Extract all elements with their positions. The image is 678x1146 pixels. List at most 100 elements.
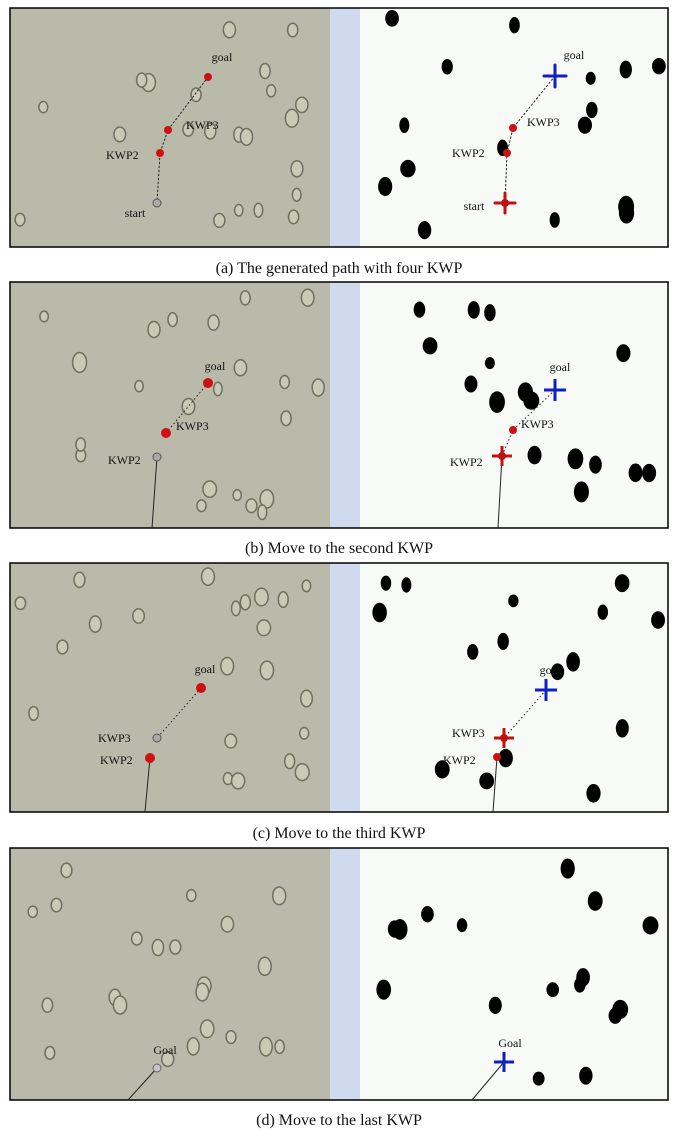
cell-mask: [598, 605, 608, 620]
cell-mask: [423, 337, 438, 354]
cell: [202, 568, 215, 585]
cell-mask: [586, 102, 597, 118]
cell-mask: [464, 376, 477, 393]
cell-mask: [588, 891, 603, 911]
cell: [40, 311, 49, 322]
cell: [273, 887, 286, 905]
label: goal: [564, 48, 585, 62]
cell: [197, 500, 206, 512]
cell: [258, 505, 267, 520]
cell: [301, 289, 314, 306]
cell-mask: [385, 10, 399, 27]
cell-mask: [372, 603, 387, 623]
label: KWP3: [186, 118, 219, 132]
label: KWP3: [176, 419, 209, 433]
cell-mask: [561, 858, 575, 878]
separator: [330, 282, 360, 528]
cell: [214, 382, 222, 396]
cell: [288, 23, 298, 37]
label: Goal: [498, 1036, 522, 1050]
cell-mask: [418, 221, 431, 239]
robot: [501, 199, 509, 207]
robot: [500, 734, 508, 742]
cell-mask: [376, 980, 391, 1000]
waypoint: [161, 428, 171, 438]
robot: [153, 199, 161, 207]
cell: [285, 754, 295, 769]
cell: [246, 499, 257, 513]
cell: [201, 1020, 214, 1038]
cell: [240, 595, 250, 610]
cell: [182, 399, 195, 415]
caption: (b) Move to the second KWP: [245, 540, 433, 557]
label: KWP2: [100, 753, 133, 767]
cell: [235, 205, 243, 216]
waypoint: [509, 426, 517, 434]
cell: [240, 291, 250, 305]
cell: [226, 1031, 236, 1044]
label: KWP3: [98, 731, 131, 745]
cell: [132, 932, 142, 945]
label: KWP2: [106, 148, 139, 162]
cell: [257, 620, 270, 636]
cell: [301, 690, 313, 707]
cell: [312, 379, 324, 396]
cell-mask: [579, 1067, 592, 1085]
cell: [291, 161, 303, 177]
label: KWP3: [521, 417, 554, 431]
label: start: [464, 199, 485, 213]
separator: [330, 8, 360, 247]
binary-image: [360, 282, 668, 528]
cell-mask: [468, 301, 480, 319]
label: Goal: [153, 1043, 177, 1057]
cell: [214, 214, 225, 228]
label: KWP2: [452, 146, 485, 160]
label: KWP2: [450, 455, 483, 469]
cell-mask: [399, 117, 409, 133]
cell-mask: [528, 446, 542, 465]
cell: [295, 764, 309, 781]
figure: goal KWP3 KWP2 start goal KWP3 KWP2 star…: [0, 0, 678, 1141]
cell: [267, 85, 276, 97]
cell-mask: [618, 196, 634, 218]
cell-mask: [381, 576, 392, 591]
cell: [232, 773, 245, 789]
cell-mask: [489, 391, 505, 413]
caption: (c) Move to the third KWP: [253, 825, 426, 842]
label: KWP3: [527, 115, 560, 129]
separator: [330, 563, 360, 812]
cell-mask: [652, 58, 666, 74]
cell: [232, 601, 241, 616]
cell: [233, 490, 241, 501]
cell-mask: [414, 302, 426, 318]
label: start: [125, 206, 146, 220]
cell: [61, 863, 72, 877]
cell: [168, 313, 177, 327]
cell-mask: [643, 916, 659, 934]
label: goal: [212, 50, 233, 64]
label: KWP3: [452, 726, 485, 740]
cell-mask: [620, 61, 632, 79]
cell-mask: [479, 773, 494, 790]
cell: [254, 203, 263, 217]
waypoint: [196, 683, 206, 693]
cell-mask: [509, 17, 520, 33]
cell-mask: [489, 997, 502, 1014]
cell-mask: [616, 719, 629, 737]
cell: [114, 127, 126, 142]
cell-mask: [401, 577, 411, 592]
waypoint: [509, 124, 517, 132]
cell: [260, 63, 270, 78]
waypoint: [156, 149, 164, 157]
label: goal: [195, 662, 216, 676]
cell: [187, 890, 196, 902]
cell-mask: [651, 611, 665, 629]
cell: [133, 609, 145, 623]
label: KWP2: [108, 453, 141, 467]
cell: [191, 88, 201, 102]
waypoint: [493, 753, 501, 761]
cell-mask: [566, 652, 580, 672]
cell-mask: [485, 357, 495, 369]
cell-mask: [612, 1000, 628, 1019]
cell-mask: [586, 72, 596, 85]
